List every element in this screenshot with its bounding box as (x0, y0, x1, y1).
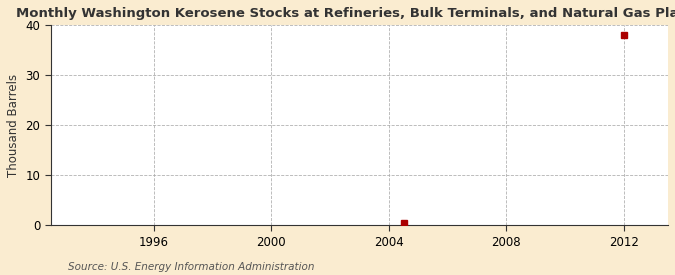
Text: Source: U.S. Energy Information Administration: Source: U.S. Energy Information Administ… (68, 262, 314, 272)
Title: Monthly Washington Kerosene Stocks at Refineries, Bulk Terminals, and Natural Ga: Monthly Washington Kerosene Stocks at Re… (16, 7, 675, 20)
Y-axis label: Thousand Barrels: Thousand Barrels (7, 74, 20, 177)
